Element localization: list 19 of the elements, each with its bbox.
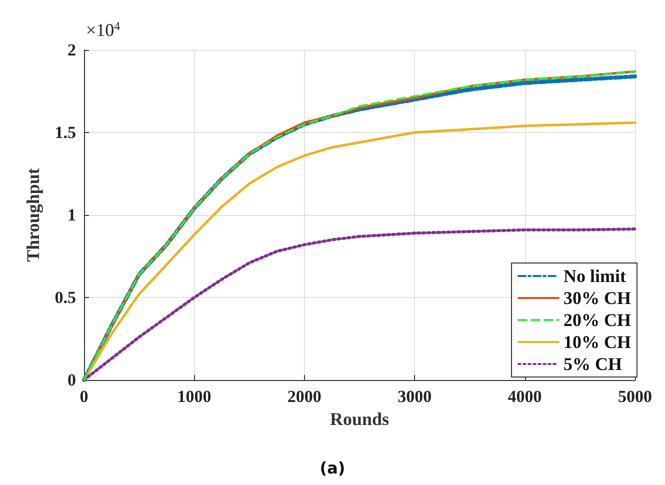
text: (a) — [320, 458, 346, 478]
x-tick-label: 1000 — [177, 387, 212, 406]
legend-label: 20% CH — [564, 310, 631, 330]
y-tick-label: 1 — [68, 206, 76, 224]
y-tick-label: 0.5 — [54, 288, 76, 307]
x-tick-label: 2000 — [287, 387, 322, 406]
y-tick-label: 2 — [68, 40, 76, 60]
x-axis-title: Rounds — [330, 408, 390, 429]
y-tick-label: 1.5 — [54, 123, 76, 142]
x-tick-label: 5000 — [618, 387, 652, 406]
legend-label: 10% CH — [564, 332, 631, 352]
legend-label: No limit — [564, 266, 626, 286]
legend-label: 30% CH — [564, 288, 631, 308]
x-tick-label: 3000 — [398, 387, 432, 406]
x-tick-label: 0 — [80, 387, 88, 406]
x-tick-label: 4000 — [508, 387, 542, 406]
y-axis-title: Throughput — [23, 168, 43, 262]
legend-label: 5% CH — [564, 354, 622, 374]
y-tick-label: 0 — [68, 370, 76, 390]
